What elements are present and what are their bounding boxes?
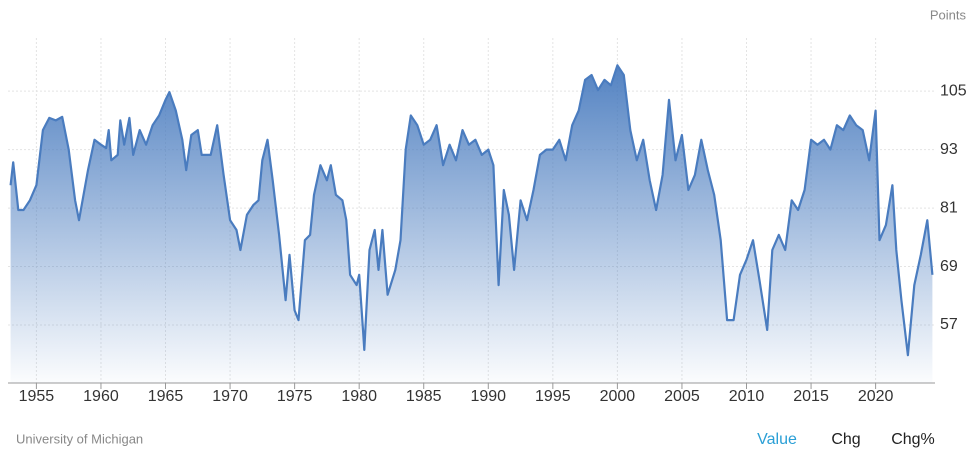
x-tick-label: 2020 xyxy=(858,388,894,405)
x-tick-label: 1980 xyxy=(341,388,377,405)
x-tick-label: 1965 xyxy=(148,388,184,405)
area xyxy=(10,65,933,384)
x-tick-label: 1970 xyxy=(212,388,248,405)
tab[interactable]: Chg xyxy=(831,431,860,448)
x-tick-label: 2005 xyxy=(664,388,700,405)
x-tick-label: 1955 xyxy=(19,388,55,405)
x-tick-label: 1990 xyxy=(470,388,506,405)
x-tick-label: 2010 xyxy=(729,388,765,405)
source: University of Michigan xyxy=(16,431,143,446)
x-tick-label: 2015 xyxy=(793,388,829,405)
y-tick-label: 93 xyxy=(940,141,958,158)
x-tick-label: 1995 xyxy=(535,388,571,405)
x-tick-label: 1975 xyxy=(277,388,313,405)
y-tick-label: 81 xyxy=(940,199,958,216)
x-tick-label: 1985 xyxy=(406,388,442,405)
tab[interactable]: Chg% xyxy=(891,431,935,448)
y-tick-label: 69 xyxy=(940,258,958,275)
y-tick-label: 105 xyxy=(940,82,967,99)
line xyxy=(9,64,934,357)
x-tick-label: 1960 xyxy=(83,388,119,405)
tab[interactable]: Value xyxy=(757,431,797,448)
x-tick-label: 2000 xyxy=(600,388,636,405)
y-tick-label: 57 xyxy=(940,316,958,333)
y-axis-unit: Points xyxy=(930,7,967,22)
